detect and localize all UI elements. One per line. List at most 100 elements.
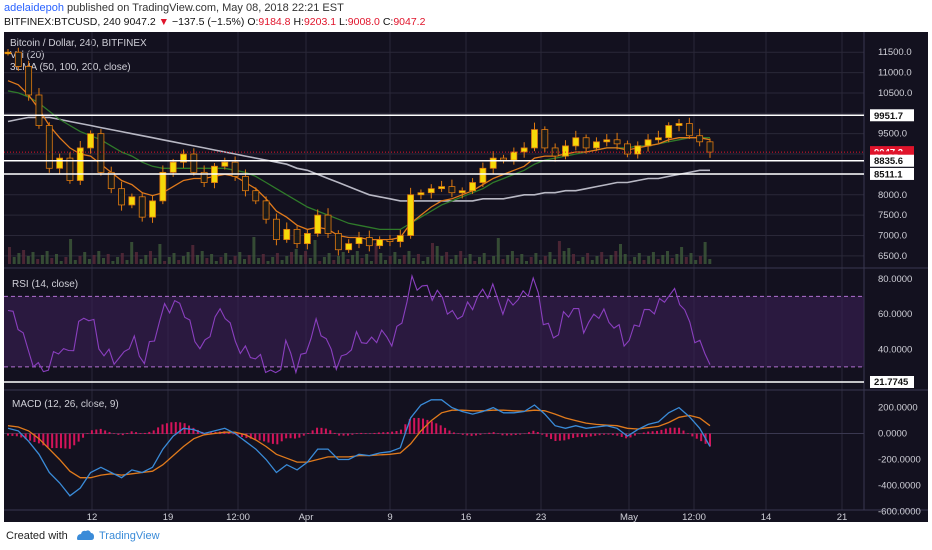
macd-hist-bar — [333, 432, 336, 435]
volume-bar — [384, 260, 387, 264]
x-tick-label: 19 — [163, 512, 174, 522]
macd-hist-bar — [691, 433, 694, 437]
macd-hist-bar — [258, 433, 261, 441]
candle-body — [303, 233, 311, 245]
candle-body — [365, 237, 373, 247]
macd-hist-bar — [329, 430, 332, 435]
macd-hist-bar — [7, 433, 9, 436]
macd-hist-bar — [386, 432, 389, 435]
candle-body — [562, 145, 569, 157]
macd-hist-bar — [179, 422, 182, 435]
macd-hist-bar — [161, 424, 164, 435]
volume-bar — [64, 257, 68, 264]
candle-body — [231, 161, 239, 177]
candle-body — [283, 228, 291, 240]
volume-bar — [534, 253, 538, 264]
volume-bar — [628, 261, 632, 264]
candle-body — [334, 233, 342, 251]
candle-body — [159, 171, 167, 202]
candle-body — [221, 161, 229, 167]
candle-body — [314, 214, 322, 234]
macd-hist-bar — [267, 433, 270, 443]
volume-bar — [36, 259, 40, 264]
volume-bar — [698, 256, 702, 264]
x-tick-label: Apr — [299, 512, 314, 522]
volume-bar — [294, 249, 298, 264]
candle-body — [200, 171, 208, 183]
macd-hist-bar — [651, 431, 654, 435]
volume-bar — [440, 256, 444, 264]
volume-bar — [322, 257, 326, 264]
volume-bar — [313, 240, 317, 264]
chart-canvas[interactable]: Bitcoin / Dollar, 240, BITFINEX Vol (20)… — [4, 32, 928, 522]
volume-bar — [633, 257, 637, 264]
macd-hist-bar — [682, 430, 685, 435]
volume-bar — [379, 253, 383, 264]
tradingview-logo-icon[interactable] — [75, 528, 95, 542]
macd-hist-bar — [686, 433, 689, 435]
volume-bar — [271, 257, 275, 264]
macd-hist-bar — [90, 430, 93, 435]
volume-bar — [459, 251, 463, 264]
volume-bar — [647, 256, 651, 264]
macd-hist-bar — [545, 433, 548, 437]
volume-bar — [280, 260, 284, 264]
macd-hist-bar — [152, 430, 155, 435]
volume-bar — [666, 251, 669, 264]
candle-body — [169, 161, 177, 173]
vol-legend: Vol (20) — [10, 50, 44, 61]
rsi-tag-box — [870, 376, 914, 388]
high-value: 9203.1 — [303, 16, 337, 28]
macd-hist-bar — [475, 433, 477, 436]
candle-body — [438, 186, 445, 190]
price-tag-label: 9951.7 — [874, 111, 903, 122]
volume-bar — [661, 255, 665, 264]
volume-bar — [529, 257, 533, 264]
x-tick-label: 9 — [387, 512, 392, 522]
candle-body — [355, 237, 363, 245]
volume-bar — [181, 256, 185, 264]
change-text: −137.5 (−1.5%) — [172, 16, 245, 28]
volume-bar — [510, 251, 514, 264]
volume-bar — [539, 260, 543, 264]
volume-bar — [614, 251, 618, 264]
candle-body — [696, 135, 704, 143]
chart-frame[interactable]: Bitcoin / Dollar, 240, BITFINEX Vol (20)… — [4, 32, 928, 522]
macd-hist-bar — [377, 432, 380, 435]
volume-bar — [525, 261, 528, 264]
volume-bar — [619, 244, 622, 264]
volume-bar — [106, 254, 110, 264]
volume-bar — [318, 261, 322, 264]
macd-hist-bar — [135, 432, 138, 435]
volume-bar — [332, 260, 336, 264]
volume-bar — [689, 253, 693, 264]
macd-hist-bar — [426, 419, 429, 435]
volume-bar — [12, 257, 16, 264]
macd-hist-bar — [254, 433, 257, 440]
volume-bar — [116, 257, 120, 264]
x-tick-label: 12:00 — [682, 512, 706, 522]
close-value: 9047.2 — [393, 16, 426, 28]
candle-body — [634, 145, 642, 155]
tradingview-brand[interactable]: TradingView — [99, 530, 160, 542]
x-tick-label: 16 — [461, 512, 472, 522]
macd-hist-bar — [165, 423, 168, 435]
macd-hist-bar — [607, 433, 610, 435]
volume-bar — [87, 259, 91, 264]
author-link[interactable]: adelaidepoh — [4, 2, 64, 14]
volume-bar — [31, 252, 35, 264]
macd-hist-bar — [678, 427, 681, 435]
low-label: L: — [339, 16, 348, 28]
macd-hist-bar — [73, 433, 76, 446]
high-label: H: — [293, 16, 304, 28]
candle-body — [675, 123, 683, 126]
rsi-tick-label: 80.0000 — [878, 274, 912, 285]
volume-bar — [369, 261, 373, 264]
volume-bar — [266, 261, 270, 264]
macd-hist-bar — [669, 427, 672, 435]
macd-hist-bar — [510, 433, 513, 436]
volume-bar — [50, 258, 54, 264]
candle-body — [613, 139, 621, 145]
volume-bar — [694, 260, 698, 264]
volume-bar — [69, 239, 73, 264]
